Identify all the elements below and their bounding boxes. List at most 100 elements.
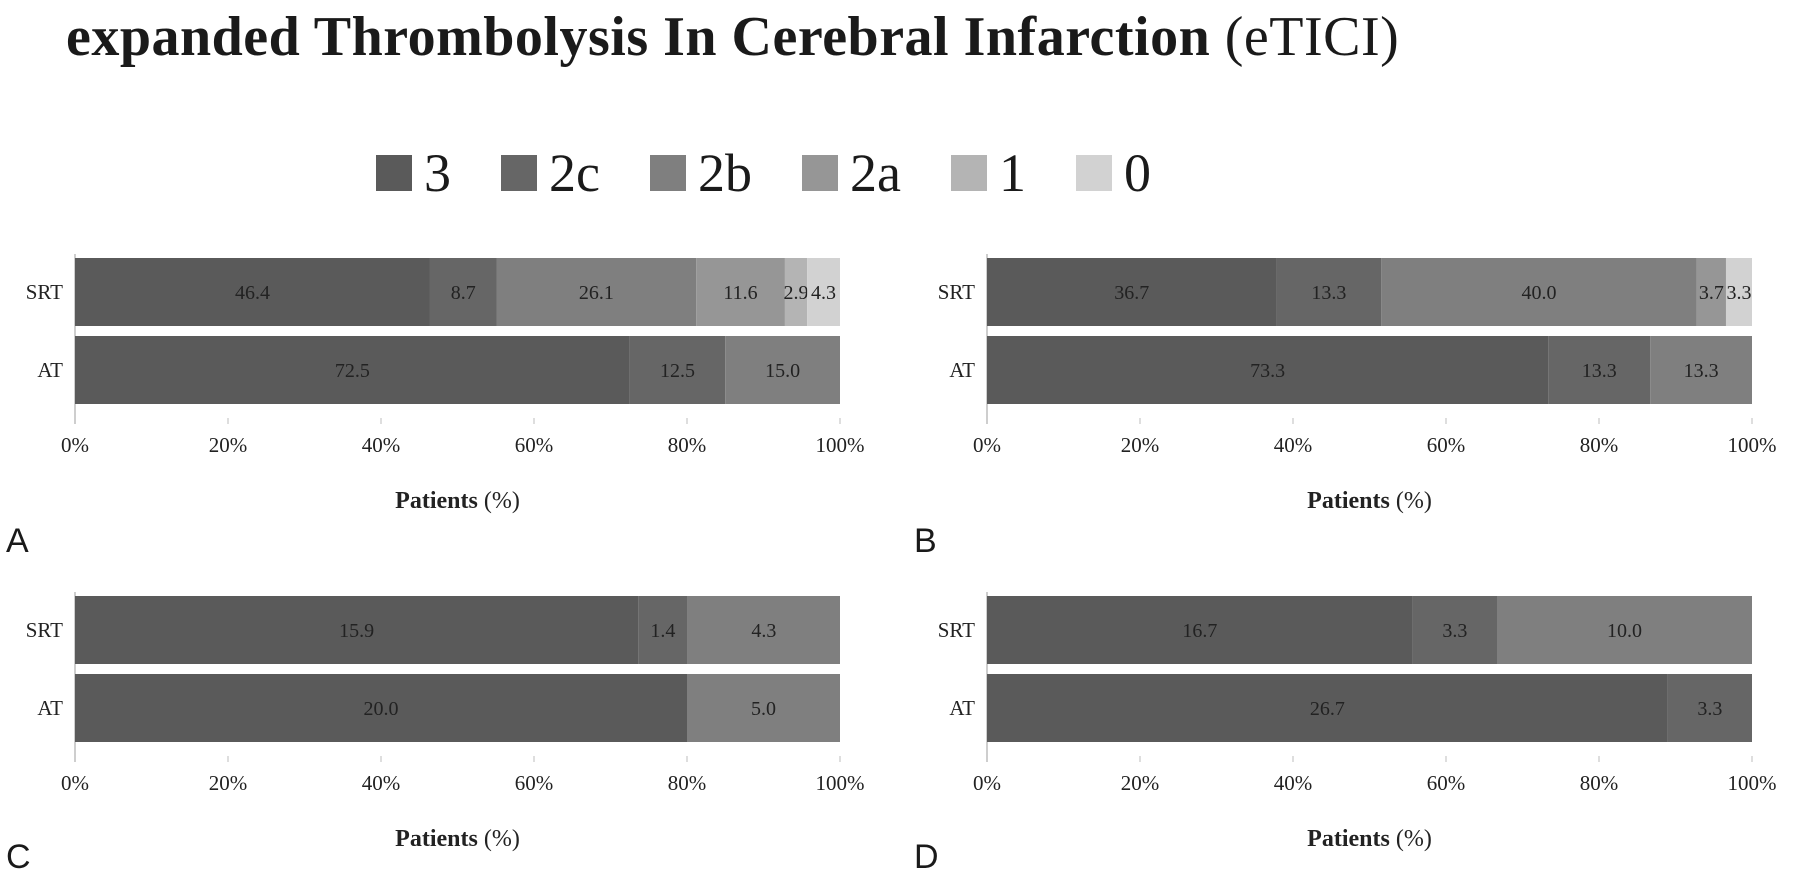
x-tick-label: 0% (973, 433, 1001, 457)
data-label: 72.5 (335, 360, 370, 382)
legend-item: 3 (376, 146, 451, 200)
bar-segment (75, 258, 430, 326)
data-label: 16.7 (1182, 620, 1217, 642)
x-tick-label: 100% (816, 771, 865, 795)
legend-item: 2a (801, 146, 901, 200)
x-axis-label: Patients (%) (1307, 488, 1432, 514)
data-label: 11.6 (723, 282, 757, 304)
data-label: 26.1 (579, 282, 614, 304)
x-tick-label: 80% (1580, 771, 1619, 795)
bar-segment (687, 674, 840, 742)
category-label: AT (37, 358, 63, 382)
bar-segment (1412, 596, 1497, 664)
legend-label: 3 (424, 143, 451, 203)
data-label: 12.5 (660, 360, 695, 382)
x-axis-label: Patients (%) (395, 488, 520, 514)
legend-swatch (1075, 155, 1112, 191)
data-label: 3.3 (1442, 620, 1467, 642)
bar-segment (1276, 258, 1382, 326)
bar-segment (987, 674, 1668, 742)
data-label: 15.9 (339, 620, 374, 642)
category-label: AT (949, 358, 975, 382)
x-tick-label: 60% (515, 771, 554, 795)
data-label: 20.0 (364, 698, 399, 720)
data-label: 36.7 (1114, 282, 1149, 304)
panel-letter: C (6, 838, 31, 876)
x-tick-label: 0% (61, 771, 89, 795)
data-label: 46.4 (235, 282, 270, 304)
data-label: 13.3 (1311, 282, 1346, 304)
x-axis-label: Patients (%) (1307, 826, 1432, 852)
title-suffix: (eTICI) (1224, 6, 1400, 68)
bar-segment (496, 258, 697, 326)
data-label: 5.0 (751, 698, 776, 720)
panel-letter: B (914, 522, 937, 560)
data-label: 3.3 (1697, 698, 1722, 720)
data-label: 3.7 (1699, 282, 1724, 304)
data-label: 40.0 (1522, 282, 1557, 304)
x-tick-label: 20% (209, 433, 248, 457)
x-axis-label-unit: (%) (484, 488, 520, 514)
category-label: SRT (938, 280, 975, 304)
x-tick-label: 0% (973, 771, 1001, 795)
x-tick-label: 40% (362, 433, 401, 457)
bar-segment (1650, 336, 1752, 404)
x-tick-label: 60% (1427, 433, 1466, 457)
bar-segment (784, 258, 808, 326)
data-label: 4.3 (751, 620, 776, 642)
title-main: expanded Thrombolysis In Cerebral Infarc… (66, 6, 1211, 68)
category-label: AT (37, 696, 63, 720)
bar-segment (687, 596, 840, 664)
data-label: 26.7 (1310, 698, 1345, 720)
chart-title: expanded Thrombolysis In Cerebral Infarc… (66, 4, 1399, 71)
panel-letter: D (914, 838, 939, 876)
category-label: SRT (938, 618, 975, 642)
category-label: AT (949, 696, 975, 720)
bar-segment (1381, 258, 1697, 326)
bar-segment (429, 258, 497, 326)
data-label: 2.9 (784, 282, 809, 304)
category-label: SRT (26, 618, 63, 642)
data-label: 1.4 (650, 620, 675, 642)
bar-segment (1667, 674, 1752, 742)
bar-segment (1548, 336, 1651, 404)
bar-segment (807, 258, 840, 326)
data-label: 13.3 (1684, 360, 1719, 382)
data-label: 4.3 (811, 282, 836, 304)
x-tick-label: 20% (1121, 433, 1160, 457)
x-tick-label: 80% (1580, 433, 1619, 457)
x-tick-label: 100% (1728, 433, 1777, 457)
legend-swatch (950, 155, 987, 191)
x-tick-label: 40% (1274, 771, 1313, 795)
x-tick-label: 40% (1274, 433, 1313, 457)
bar-segment (75, 336, 630, 404)
legend-item: 2b (649, 143, 752, 203)
legend-swatch (501, 155, 537, 191)
legend-label: 2c (549, 143, 600, 203)
x-tick-label: 60% (1427, 771, 1466, 795)
data-label: 13.3 (1582, 360, 1617, 382)
x-tick-label: 80% (668, 433, 707, 457)
legend-swatch (801, 155, 838, 191)
x-tick-label: 60% (515, 433, 554, 457)
legend-label: 2b (697, 143, 752, 203)
bar-segment (75, 674, 687, 742)
bar-segment (987, 336, 1549, 404)
x-axis-label-unit: (%) (1396, 826, 1432, 852)
data-label: 3.3 (1726, 282, 1751, 304)
data-label: 10.0 (1607, 620, 1642, 642)
legend-label: 1 (998, 143, 1026, 203)
data-label: 8.7 (451, 282, 476, 304)
bar-segment (1696, 258, 1726, 326)
x-axis-label-text: Patients (1307, 826, 1396, 852)
x-tick-label: 40% (362, 771, 401, 795)
legend-item: 0 (1075, 146, 1151, 200)
x-axis-label-unit: (%) (484, 826, 520, 852)
x-axis-label-text: Patients (395, 826, 484, 852)
legend: 3 2c 2b 2a 1 0 (376, 138, 1151, 208)
legend-item: 1 (950, 143, 1026, 203)
x-axis-label-unit: (%) (1396, 488, 1432, 514)
x-tick-label: 20% (209, 771, 248, 795)
bar-segment (638, 596, 688, 664)
